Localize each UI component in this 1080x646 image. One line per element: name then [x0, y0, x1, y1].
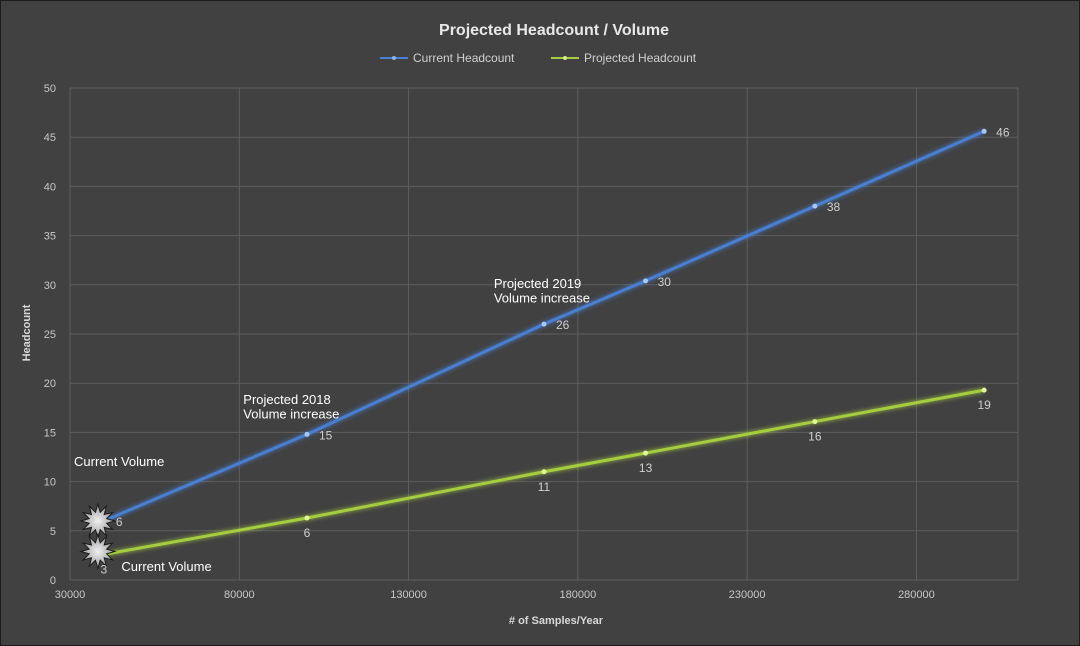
starburst-marker: [79, 532, 117, 571]
annotation-text: Volume increase: [243, 407, 339, 422]
annotation-text: Current Volume: [74, 454, 164, 469]
data-point: [643, 450, 649, 456]
y-tick-label: 20: [44, 378, 56, 390]
data-label: 15: [319, 428, 333, 442]
data-label: 11: [538, 480, 551, 494]
legend: Current Headcount Projected Headcount: [380, 51, 697, 65]
data-label: 16: [808, 430, 822, 444]
y-tick-label: 35: [44, 231, 56, 243]
gridlines: [69, 87, 1019, 581]
y-tick-label: 30: [44, 280, 56, 292]
data-point: [304, 515, 310, 521]
y-tick-label: 10: [44, 477, 56, 489]
x-tick-label: 130000: [390, 589, 427, 601]
data-label: 30: [658, 275, 672, 289]
data-point: [981, 387, 987, 393]
annotation-text: Current Volume: [121, 559, 211, 574]
data-label: 19: [977, 398, 991, 412]
data-point: [812, 203, 818, 209]
data-label: 26: [556, 318, 570, 332]
data-labels: 6 15 26 30 38 46 3 6 11 13 16 19: [101, 125, 1010, 576]
x-axis-ticks: 30000 80000 130000 180000 230000 280000: [55, 589, 935, 601]
y-tick-label: 0: [50, 575, 56, 587]
series-line-1: [103, 388, 985, 556]
data-label: 3: [101, 562, 108, 576]
y-tick-label: 15: [44, 427, 56, 439]
annotation-text: Volume increase: [494, 291, 590, 306]
y-tick-label: 40: [44, 181, 56, 193]
y-axis-ticks: 0 5 10 15 20 25 30 35 40 45 50: [44, 83, 56, 587]
annotation-text: Projected 2019: [494, 276, 581, 291]
data-point: [812, 419, 818, 425]
data-label: 46: [996, 125, 1010, 139]
legend-label-current: Current Headcount: [413, 51, 515, 65]
legend-label-projected: Projected Headcount: [584, 51, 697, 65]
data-label: 6: [304, 526, 311, 540]
x-tick-label: 30000: [55, 589, 86, 601]
data-point: [304, 431, 310, 437]
series-line-0: [103, 129, 985, 523]
annotation-markers: [79, 502, 117, 571]
x-axis-label: # of Samples/Year: [509, 615, 604, 627]
y-tick-label: 5: [50, 526, 56, 538]
x-tick-label: 230000: [729, 589, 766, 601]
y-tick-label: 45: [44, 132, 56, 144]
y-tick-label: 50: [44, 83, 56, 95]
y-axis-label: Headcount: [21, 304, 33, 361]
data-point: [981, 128, 987, 134]
chart-title: Projected Headcount / Volume: [439, 22, 669, 39]
data-point: [541, 469, 547, 475]
data-point: [643, 278, 649, 284]
data-label: 6: [116, 515, 123, 529]
data-point: [541, 321, 547, 327]
data-label: 13: [639, 461, 653, 475]
data-label: 38: [827, 200, 841, 214]
legend-marker-current: [392, 56, 396, 60]
legend-marker-projected: [563, 56, 567, 60]
x-tick-label: 80000: [224, 589, 255, 601]
annotation-text: Projected 2018: [243, 392, 330, 407]
y-tick-label: 25: [44, 329, 56, 341]
x-tick-label: 280000: [898, 589, 935, 601]
x-tick-label: 180000: [559, 589, 596, 601]
